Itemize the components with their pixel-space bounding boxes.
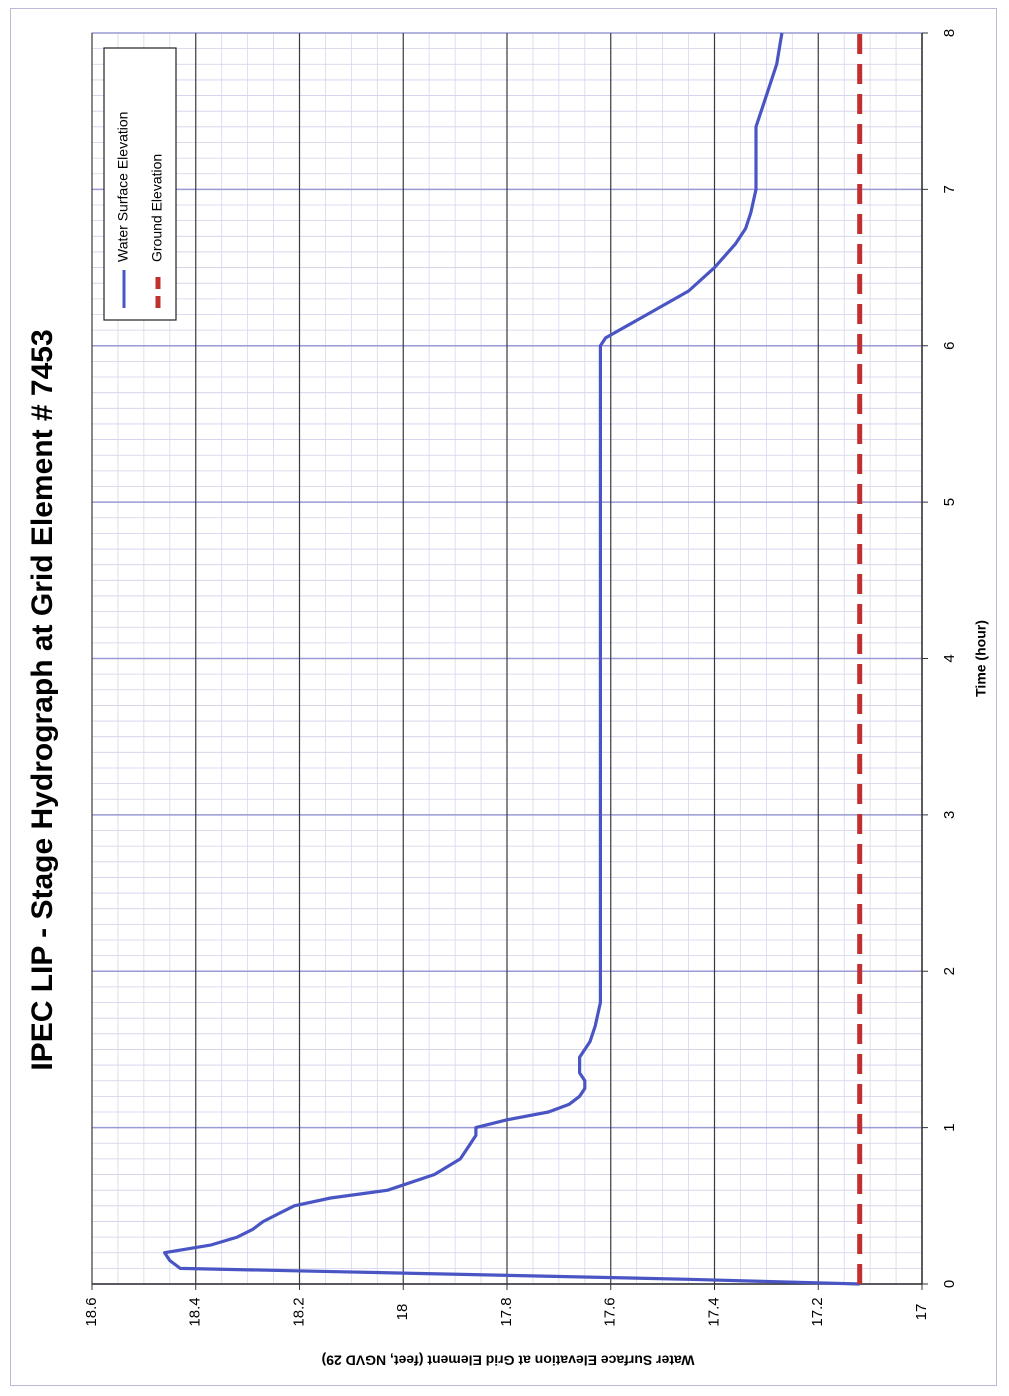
time-tick-label: 6 [941,342,958,350]
time-tick-label: 4 [941,654,958,662]
legend-box [103,47,177,321]
elevation-tick-label: 17.6 [602,1297,619,1326]
time-tick-label: 0 [941,1280,958,1288]
x-axis-label: Time (hour) [973,620,989,697]
elevation-tick-label: 18 [394,1304,411,1321]
legend-label: Water Surface Elevation [115,112,131,262]
time-tick-label: 5 [941,498,958,506]
time-tick-label: 2 [941,967,958,975]
time-tick-label: 7 [941,185,958,193]
time-tick-label: 1 [941,1123,958,1131]
elevation-tick-label: 17 [913,1304,930,1321]
elevation-tick-label: 18.2 [290,1297,307,1326]
elevation-tick-label: 17.4 [705,1297,722,1326]
elevation-tick-label: 17.8 [498,1297,515,1326]
time-tick-label: 8 [941,29,958,37]
series-line-water-surface-elevation [163,32,860,1286]
chart-title: IPEC LIP - Stage Hydrograph at Grid Elem… [26,329,59,1070]
legend-label: Ground Elevation [149,154,165,262]
y-axis-label: Water Surface Elevation at Grid Element … [322,1352,695,1368]
time-tick-label: 3 [941,811,958,819]
elevation-tick-label: 17.2 [809,1297,826,1326]
elevation-tick-label: 18.4 [187,1297,204,1326]
page-frame [10,8,997,1386]
elevation-tick-label: 18.6 [83,1297,100,1326]
